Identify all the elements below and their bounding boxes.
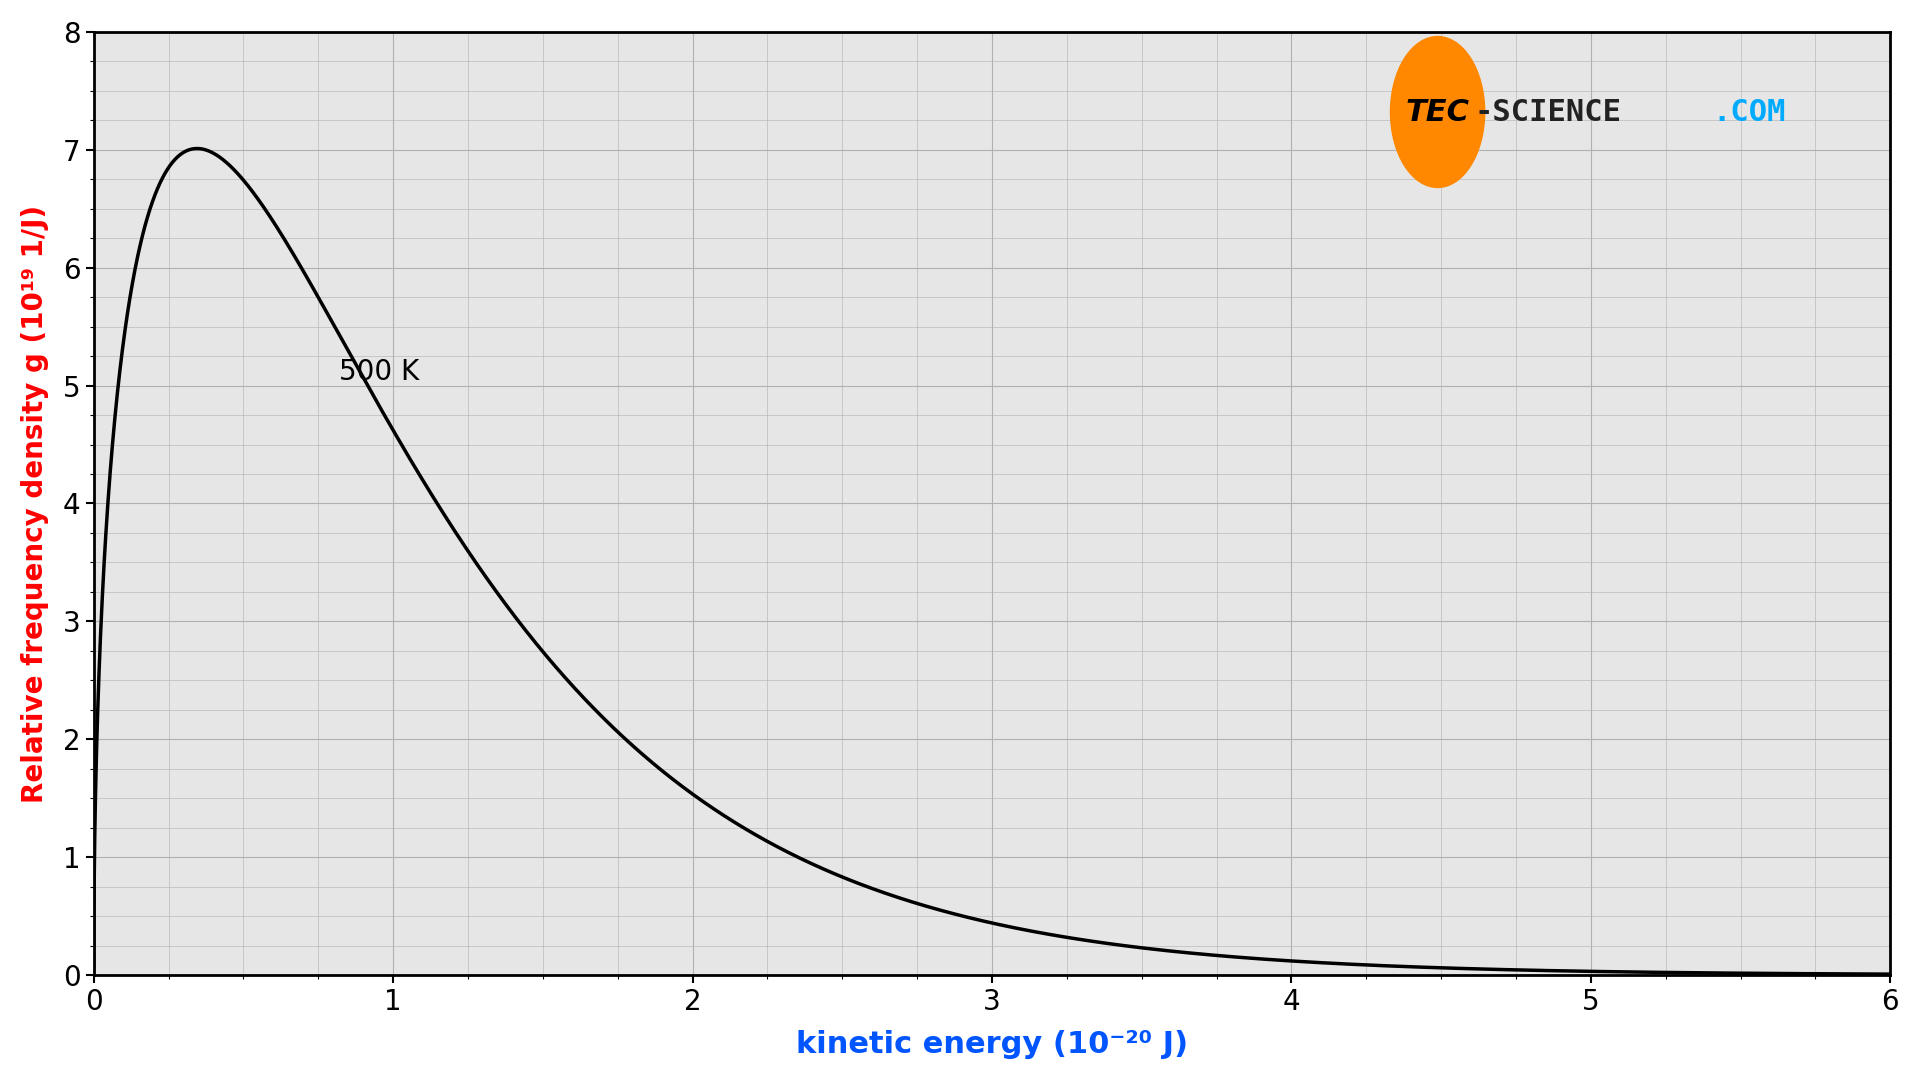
- Text: TEC: TEC: [1405, 97, 1469, 126]
- X-axis label: kinetic energy (10⁻²⁰ J): kinetic energy (10⁻²⁰ J): [797, 1030, 1188, 1059]
- Text: .COM: .COM: [1713, 97, 1786, 126]
- Circle shape: [1390, 36, 1486, 188]
- Text: -SCIENCE: -SCIENCE: [1475, 97, 1622, 126]
- Text: 500 K: 500 K: [340, 357, 419, 386]
- Y-axis label: Relative frequency density g (10¹⁹ 1/J): Relative frequency density g (10¹⁹ 1/J): [21, 204, 48, 802]
